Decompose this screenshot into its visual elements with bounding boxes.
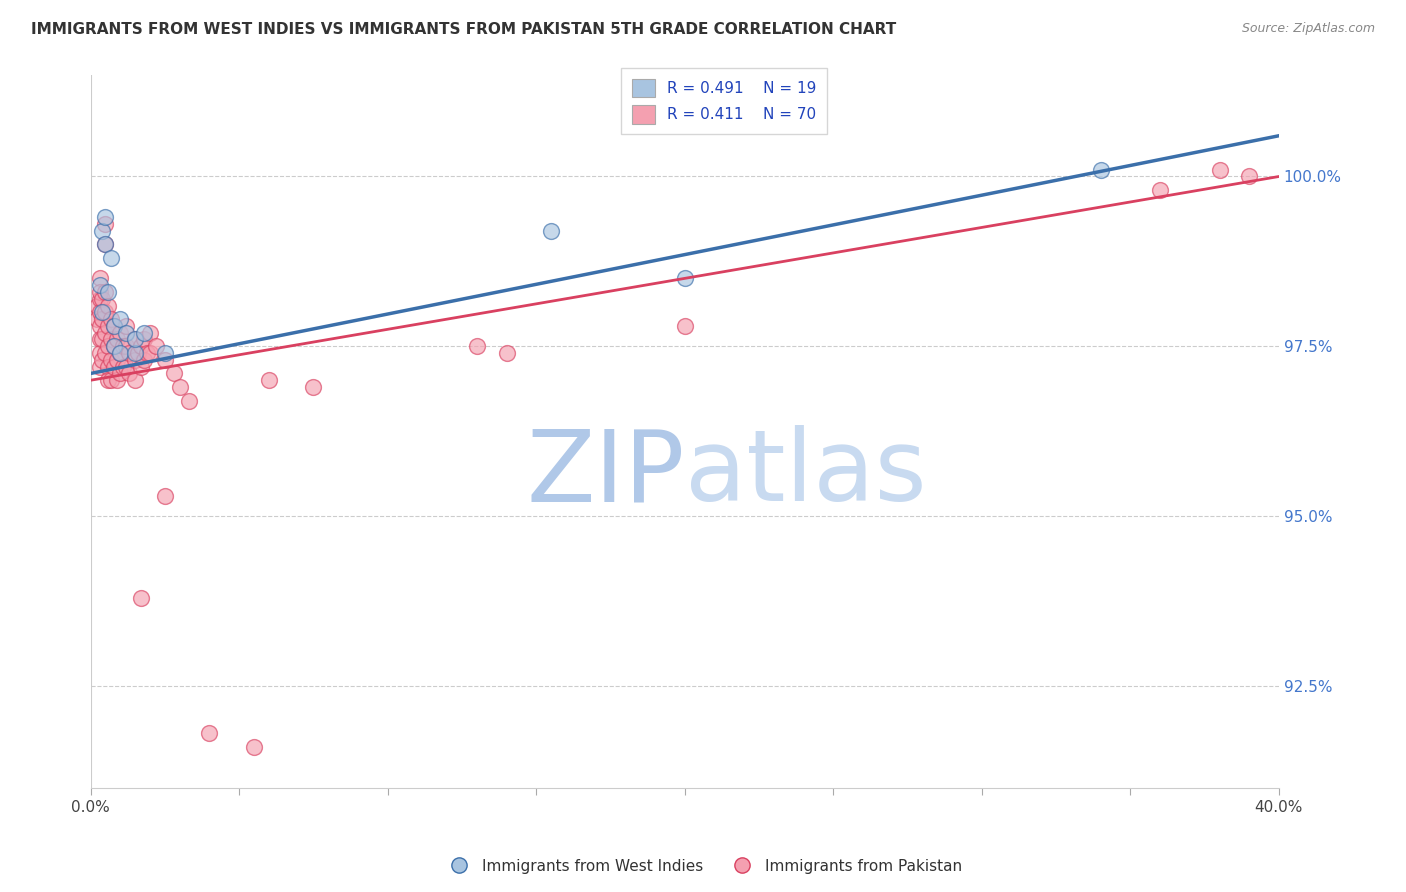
Point xyxy=(115,318,138,333)
Point xyxy=(124,333,146,347)
Point xyxy=(115,326,138,340)
Point xyxy=(97,299,120,313)
Point xyxy=(105,373,128,387)
Point xyxy=(132,352,155,367)
Point xyxy=(89,333,111,347)
Point xyxy=(91,305,114,319)
Point xyxy=(89,271,111,285)
Point xyxy=(132,326,155,340)
Point xyxy=(112,359,135,374)
Point xyxy=(673,271,696,285)
Point xyxy=(91,333,114,347)
Point xyxy=(153,352,176,367)
Point xyxy=(124,373,146,387)
Point xyxy=(94,326,117,340)
Point xyxy=(198,726,221,740)
Point xyxy=(110,312,132,326)
Point xyxy=(100,251,122,265)
Point xyxy=(94,237,117,252)
Point xyxy=(129,359,152,374)
Point xyxy=(118,367,141,381)
Point xyxy=(110,326,132,340)
Point xyxy=(89,292,111,306)
Point xyxy=(89,346,111,360)
Point xyxy=(1149,183,1171,197)
Point xyxy=(124,333,146,347)
Point xyxy=(132,333,155,347)
Point xyxy=(110,346,132,360)
Point xyxy=(100,352,122,367)
Point xyxy=(495,346,517,360)
Point xyxy=(89,318,111,333)
Point xyxy=(153,346,176,360)
Point xyxy=(124,346,146,360)
Point xyxy=(302,380,325,394)
Point xyxy=(103,339,125,353)
Text: atlas: atlas xyxy=(685,425,927,523)
Point xyxy=(97,339,120,353)
Point xyxy=(91,224,114,238)
Point xyxy=(89,285,111,299)
Point xyxy=(177,393,200,408)
Point xyxy=(257,373,280,387)
Point xyxy=(1208,162,1230,177)
Point xyxy=(1237,169,1260,184)
Point xyxy=(94,285,117,299)
Point xyxy=(163,367,186,381)
Point xyxy=(243,739,266,754)
Point xyxy=(124,352,146,367)
Point xyxy=(86,299,108,313)
Point xyxy=(110,367,132,381)
Point xyxy=(103,318,125,333)
Point xyxy=(97,373,120,387)
Point xyxy=(136,346,159,360)
Point xyxy=(100,312,122,326)
Point xyxy=(673,318,696,333)
Point xyxy=(127,346,149,360)
Point xyxy=(94,346,117,360)
Point xyxy=(91,352,114,367)
Point xyxy=(94,211,117,225)
Point xyxy=(153,489,176,503)
Point xyxy=(139,346,162,360)
Point xyxy=(129,591,152,605)
Legend: Immigrants from West Indies, Immigrants from Pakistan: Immigrants from West Indies, Immigrants … xyxy=(439,853,967,880)
Point xyxy=(97,359,120,374)
Point xyxy=(89,305,111,319)
Legend: R = 0.491    N = 19, R = 0.411    N = 70: R = 0.491 N = 19, R = 0.411 N = 70 xyxy=(621,68,827,135)
Point xyxy=(1090,162,1112,177)
Point xyxy=(105,352,128,367)
Point xyxy=(91,312,114,326)
Text: IMMIGRANTS FROM WEST INDIES VS IMMIGRANTS FROM PAKISTAN 5TH GRADE CORRELATION CH: IMMIGRANTS FROM WEST INDIES VS IMMIGRANT… xyxy=(31,22,896,37)
Point xyxy=(97,318,120,333)
Point xyxy=(103,359,125,374)
Point xyxy=(89,278,111,293)
Point xyxy=(97,285,120,299)
Point xyxy=(540,224,562,238)
Point xyxy=(112,339,135,353)
Point xyxy=(110,346,132,360)
Point xyxy=(89,359,111,374)
Point xyxy=(94,217,117,231)
Point xyxy=(94,305,117,319)
Point xyxy=(94,237,117,252)
Point xyxy=(103,339,125,353)
Point xyxy=(465,339,488,353)
Point xyxy=(118,346,141,360)
Point xyxy=(139,326,162,340)
Point xyxy=(100,373,122,387)
Point xyxy=(115,339,138,353)
Point xyxy=(100,333,122,347)
Point xyxy=(169,380,191,394)
Text: ZIP: ZIP xyxy=(526,425,685,523)
Point xyxy=(145,339,167,353)
Text: Source: ZipAtlas.com: Source: ZipAtlas.com xyxy=(1241,22,1375,36)
Point xyxy=(86,312,108,326)
Point xyxy=(115,359,138,374)
Point xyxy=(103,318,125,333)
Point xyxy=(91,292,114,306)
Point xyxy=(129,339,152,353)
Point xyxy=(105,333,128,347)
